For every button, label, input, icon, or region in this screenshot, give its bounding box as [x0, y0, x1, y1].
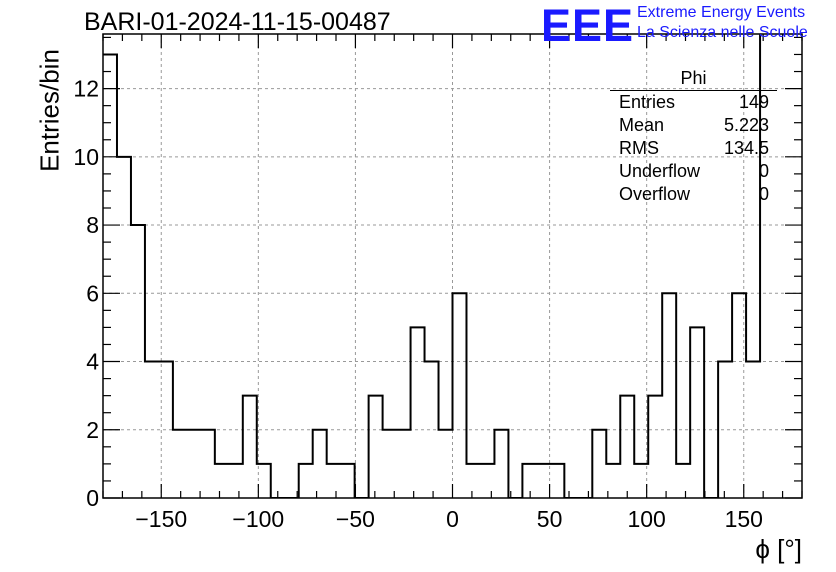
x-axis-label: ϕ [°] — [755, 534, 802, 564]
x-tick-label: −150 — [135, 506, 187, 532]
x-tick-label: −100 — [232, 506, 284, 532]
histogram-bin — [131, 225, 145, 498]
histogram-bin — [215, 464, 229, 498]
x-tick-label: −50 — [336, 506, 375, 532]
histogram-bin — [313, 430, 327, 498]
stats-label: Overflow — [619, 184, 691, 204]
histogram-bin — [439, 430, 453, 498]
stats-row: Mean 5.223 — [610, 114, 777, 137]
histogram-bin — [592, 430, 606, 498]
y-tick-label: 6 — [86, 280, 99, 306]
histogram-bin — [718, 362, 732, 498]
histogram-bin — [299, 464, 313, 498]
histogram-bin — [620, 396, 634, 498]
histogram-bin — [145, 362, 159, 498]
stats-row: RMS 134.5 — [610, 137, 777, 160]
logo-line-2: La Scienza nelle Scuole — [637, 24, 808, 41]
histogram-bin — [746, 362, 760, 498]
stats-row: Overflow 0 — [610, 183, 777, 206]
stats-label: Underflow — [619, 161, 701, 181]
histogram-bin — [536, 464, 550, 498]
histogram-bin — [173, 430, 187, 498]
y-tick-label: 0 — [86, 485, 99, 511]
stats-value: 149 — [738, 92, 769, 112]
stats-value: 0 — [758, 161, 769, 181]
histogram-bin — [425, 362, 439, 498]
histogram-bin — [383, 430, 397, 498]
histogram-bin — [690, 327, 704, 498]
histogram-bin — [648, 396, 662, 498]
x-tick-label: 150 — [725, 506, 763, 532]
histogram-bin — [341, 464, 355, 498]
y-tick-label: 12 — [73, 76, 99, 102]
chart-title: BARI-01-2024-11-15-00487 — [84, 8, 391, 36]
histogram-bin — [662, 293, 676, 498]
stats-label: Entries — [619, 92, 676, 112]
histogram-bin — [480, 464, 494, 498]
eee-logo: EEE — [541, 0, 635, 51]
x-tick-label: 100 — [627, 506, 665, 532]
y-tick-label: 4 — [86, 349, 99, 375]
stats-title: Phi — [610, 68, 777, 91]
histogram-bin — [369, 396, 383, 498]
histogram-bin — [550, 464, 564, 498]
histogram-bin — [453, 293, 467, 498]
y-axis-label: Entries/bin — [34, 49, 65, 172]
histogram-bin — [187, 430, 201, 498]
histogram-bin — [117, 157, 131, 498]
histogram-series-line — [103, 34, 762, 498]
stats-label: Mean — [619, 115, 665, 135]
stats-label: RMS — [619, 138, 659, 158]
histogram-bin — [466, 464, 480, 498]
stats-value: 0 — [758, 184, 769, 204]
stats-value: 134.5 — [723, 138, 769, 158]
histogram-bin — [522, 464, 536, 498]
y-tick-label: 2 — [86, 417, 99, 443]
stats-value: 5.223 — [723, 115, 769, 135]
logo-line-1: Extreme Energy Events — [637, 4, 806, 21]
histogram-bin — [159, 362, 173, 498]
histogram-bin — [732, 293, 746, 498]
stats-row: Underflow 0 — [610, 160, 777, 183]
histogram-bin — [229, 464, 243, 498]
histogram-bin — [397, 430, 411, 498]
histogram-bin — [243, 396, 257, 498]
histogram-bin — [327, 464, 341, 498]
x-tick-label: 0 — [446, 506, 459, 532]
x-tick-label: 50 — [537, 506, 563, 532]
histogram-bin — [201, 430, 215, 498]
histogram-bin — [494, 430, 508, 498]
y-tick-label: 10 — [73, 144, 99, 170]
y-tick-label: 8 — [86, 212, 99, 238]
stats-box: Phi Entries 149 Mean 5.223 RMS 134.5 Underflow… — [610, 68, 777, 206]
histogram-bin — [676, 464, 690, 498]
stats-row: Entries 149 — [610, 91, 777, 114]
histogram-bin — [411, 327, 425, 498]
